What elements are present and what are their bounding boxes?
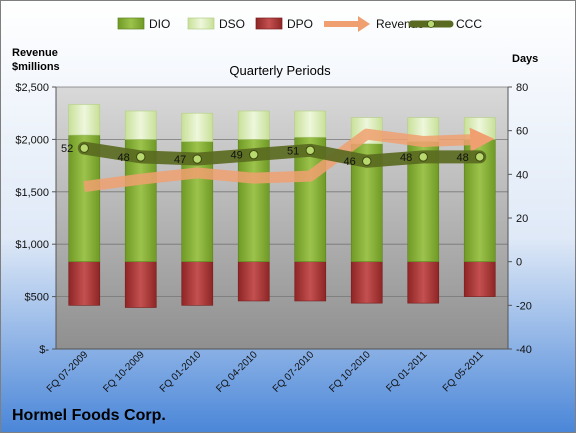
bar-dso	[68, 104, 101, 136]
legend-label-dio: DIO	[149, 17, 170, 31]
bar-dpo	[350, 261, 383, 304]
ccc-data-label: 48	[118, 152, 130, 164]
legend-swatch-dso	[187, 17, 215, 30]
right-tick-label: 0	[516, 257, 522, 269]
bar-dpo	[68, 261, 101, 306]
ccc-data-label: 48	[400, 152, 412, 164]
left-axis-title-line2: $millions	[12, 61, 60, 73]
ccc-data-label: 47	[174, 154, 186, 166]
bar-dpo	[237, 261, 270, 302]
data-labels: 52 48 47 49 51 46 48 48	[61, 143, 469, 168]
bar-dso	[124, 110, 157, 140]
company-name: Hormel Foods Corp.	[12, 407, 166, 424]
bar-dpo	[407, 261, 440, 304]
left-tick-label: $500	[25, 292, 49, 304]
ccc-point	[305, 145, 315, 156]
right-tick-label: 80	[516, 82, 528, 94]
legend-swatch-ccc-dot	[427, 20, 435, 28]
legend-swatch-dio	[117, 17, 145, 30]
right-tick-label: 60	[516, 126, 528, 138]
legend-label-dpo: DPO	[287, 17, 313, 31]
ccc-point	[418, 152, 428, 162]
ccc-point	[249, 149, 259, 160]
revenue-line	[83, 127, 495, 193]
legend-label-ccc: CCC	[456, 17, 482, 31]
right-tick-label: -40	[516, 344, 532, 356]
right-tick-label: -20	[516, 300, 532, 312]
ccc-data-label: 48	[457, 152, 469, 164]
bar-dpo	[463, 261, 496, 297]
bar-dpo	[181, 261, 214, 306]
legend-swatch-dpo	[255, 17, 283, 30]
ccc-point	[136, 152, 146, 162]
series-lines	[77, 127, 495, 193]
legend-swatch-revenue	[324, 16, 370, 32]
ccc-data-label: 52	[61, 143, 73, 155]
ccc-data-label: 46	[344, 156, 356, 168]
legend: DIO DSO DPO Revenue CCC	[117, 16, 482, 32]
ccc-data-label: 51	[287, 145, 299, 157]
left-tick-label: $-	[39, 344, 49, 356]
ccc-point	[475, 152, 485, 162]
ccc-data-label: 49	[231, 150, 243, 162]
bar-dso	[237, 110, 270, 140]
left-tick-label: $1,000	[15, 239, 49, 251]
left-tick-label: $2,500	[15, 82, 49, 94]
right-tick-label: 20	[516, 213, 528, 225]
bar-dpo	[124, 261, 157, 308]
legend-label-dso: DSO	[219, 17, 245, 31]
left-axis-title-line1: Revenue	[12, 47, 58, 59]
right-axis-title: Days	[512, 53, 538, 65]
bar-dso	[294, 110, 327, 138]
right-tick-label: 40	[516, 169, 528, 181]
ccc-point	[79, 143, 89, 153]
ccc-point	[362, 156, 372, 166]
ccc-point	[192, 154, 202, 164]
left-tick-label: $1,500	[15, 187, 49, 199]
left-tick-label: $2,000	[15, 134, 49, 146]
chart-subtitle: Quarterly Periods	[229, 63, 331, 78]
bar-dpo	[294, 261, 327, 302]
bar-dso	[181, 112, 214, 142]
plot-area	[56, 87, 508, 349]
ccc-line	[77, 141, 487, 168]
